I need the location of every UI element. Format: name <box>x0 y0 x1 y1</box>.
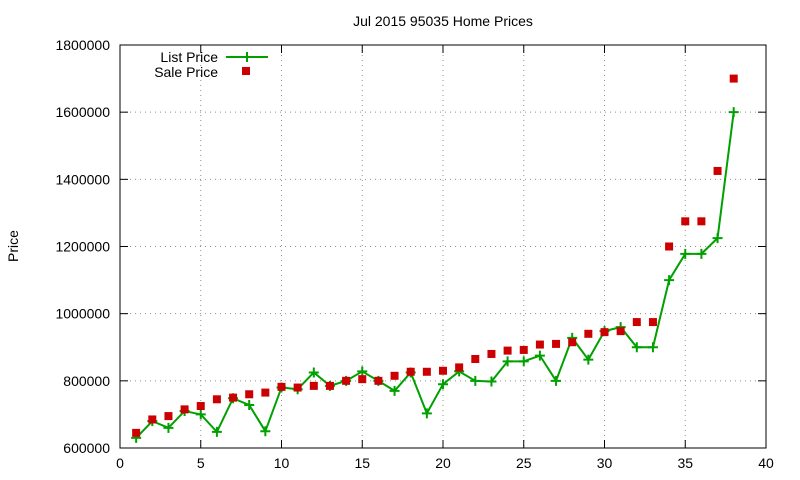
list-price-point <box>163 422 174 433</box>
sale-price-point <box>713 166 722 175</box>
sale-price-point <box>358 375 367 384</box>
sale-price-point <box>164 412 173 421</box>
sale-price-point <box>277 382 286 391</box>
list-price-point <box>664 275 675 286</box>
sale-price-point <box>665 242 674 251</box>
legend: List Price Sale Price <box>154 49 268 80</box>
y-tick-label: 1400000 <box>55 171 110 187</box>
y-tick-label: 800000 <box>63 373 110 389</box>
sale-price-point <box>681 217 690 226</box>
sale-price-point <box>406 367 415 376</box>
list-price-point <box>631 342 642 353</box>
x-tick-label: 20 <box>435 455 451 471</box>
list-price-point <box>438 379 448 390</box>
sale-price-point <box>390 371 399 380</box>
sale-price-point <box>196 402 205 411</box>
sale-price-point <box>212 395 221 404</box>
sale-price-point <box>229 393 238 402</box>
list-price-point <box>260 426 271 437</box>
sale-price-point <box>697 217 706 226</box>
sale-price-point <box>342 376 351 385</box>
x-tick-label: 10 <box>274 455 290 471</box>
list-price-point <box>647 342 658 353</box>
sale-price-point <box>600 328 609 337</box>
y-tick-label: 1000000 <box>55 306 110 322</box>
sale-price-point <box>471 355 480 364</box>
list-price-point <box>518 356 529 367</box>
sale-price-point <box>535 340 544 349</box>
list-price-point <box>551 375 562 386</box>
list-price-point <box>583 354 594 365</box>
sale-price-point <box>584 329 593 338</box>
sale-price-point <box>293 383 302 392</box>
list-price-point <box>389 385 400 396</box>
sale-price-series <box>132 74 738 437</box>
chart-title: Jul 2015 95035 Home Prices <box>353 13 533 29</box>
sale-price-point <box>616 327 625 336</box>
x-tick-label: 30 <box>597 455 613 471</box>
sale-price-point <box>439 366 447 375</box>
legend-marker-sale-price <box>242 67 250 75</box>
list-price-point <box>308 367 319 378</box>
list-price-point <box>728 107 739 118</box>
y-tick-label: 1800000 <box>55 37 110 53</box>
sale-price-point <box>422 367 431 376</box>
sale-price-point <box>261 388 270 397</box>
sale-price-point <box>309 381 318 390</box>
sale-price-point <box>180 405 189 414</box>
list-price-point <box>680 248 691 259</box>
sale-price-point <box>568 338 577 347</box>
sale-price-point <box>632 318 641 327</box>
legend-label-list-price: List Price <box>160 49 218 65</box>
x-tick-label: 40 <box>758 455 774 471</box>
x-tick-label: 25 <box>516 455 532 471</box>
list-price-point <box>195 409 206 420</box>
y-tick-label: 1200000 <box>55 239 110 255</box>
list-price-point <box>421 408 432 419</box>
list-price-point <box>470 375 481 386</box>
sale-price-point <box>245 390 254 399</box>
y-tick-label: 600000 <box>63 440 110 456</box>
x-tick-label: 5 <box>197 455 205 471</box>
list-price-point <box>534 350 545 361</box>
x-tick-label: 35 <box>677 455 693 471</box>
list-price-point <box>486 376 497 387</box>
sale-price-point <box>503 346 512 355</box>
sale-price-point <box>455 363 464 372</box>
x-tick-label: 15 <box>354 455 370 471</box>
list-price-point <box>712 233 723 244</box>
sale-price-point <box>552 339 561 348</box>
list-price-point <box>211 426 222 437</box>
sale-price-point <box>729 74 738 83</box>
y-axis-label: Price <box>5 230 21 262</box>
sale-price-point <box>648 318 657 327</box>
legend-label-sale-price: Sale Price <box>154 64 218 80</box>
x-tick-label: 0 <box>116 455 124 471</box>
sale-price-point <box>519 345 528 354</box>
list-price-line <box>135 112 735 439</box>
sale-price-point <box>325 381 334 390</box>
list-price-point <box>244 400 255 411</box>
axis-ticks: 0 5 10 15 20 25 30 35 40 600000 800000 1000000 12000… <box>55 37 774 471</box>
legend-marker-list-price <box>242 52 252 62</box>
list-price-series <box>131 107 739 443</box>
list-price-point <box>502 356 513 367</box>
y-tick-label: 1600000 <box>55 104 110 120</box>
sale-price-point <box>132 428 141 437</box>
sale-price-point <box>487 349 496 358</box>
sale-price-point <box>148 415 157 424</box>
sale-price-point <box>374 376 383 385</box>
list-price-point <box>357 366 368 377</box>
list-price-point <box>696 248 707 259</box>
